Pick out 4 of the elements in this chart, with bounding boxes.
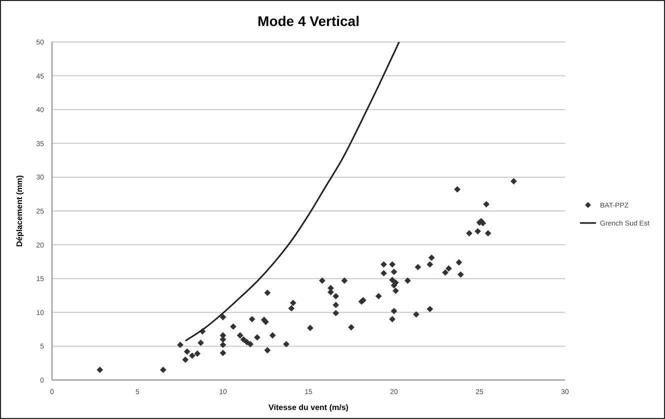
x-axis-title: Vitesse du vent (m/s) (268, 403, 349, 412)
y-axis-title: Déplacement (mm) (15, 174, 24, 247)
line-series (184, 41, 400, 342)
chart-title: Mode 4 Vertical (258, 13, 360, 29)
